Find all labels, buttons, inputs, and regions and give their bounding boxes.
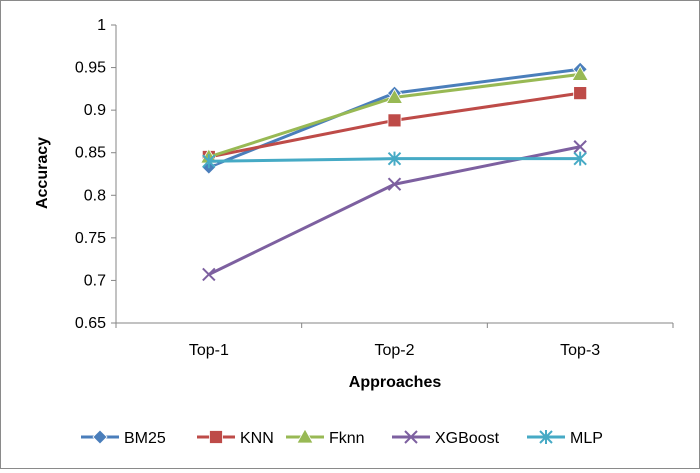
legend-label: KNN <box>240 430 274 447</box>
legend-label: XGBoost <box>435 430 500 447</box>
legend-marker <box>209 430 223 444</box>
legend-item-bm25: BM25 <box>81 429 166 447</box>
x-axis-title: Approaches <box>349 374 442 391</box>
data-point-mlp <box>202 154 216 169</box>
legend-marker <box>539 430 553 444</box>
legend-label: Fknn <box>329 430 365 447</box>
series-layer <box>200 61 589 282</box>
y-tick-label: 0.85 <box>75 145 106 162</box>
y-tick-label: 1 <box>97 17 106 34</box>
series-mlp <box>202 151 587 169</box>
data-point-mlp <box>573 151 587 166</box>
legend-item-fknn: Fknn <box>286 428 365 447</box>
legend-marker <box>296 428 314 444</box>
y-tick-label: 0.95 <box>75 60 106 77</box>
legend-item-knn: KNN <box>197 430 274 447</box>
y-tick-label: 0.9 <box>84 102 106 119</box>
y-tick-label: 0.7 <box>84 272 106 289</box>
y-tick-label: 0.8 <box>84 187 106 204</box>
series-line-xgboost <box>208 145 581 276</box>
y-axis-title: Accuracy <box>34 137 51 209</box>
data-point-fknn <box>385 88 404 104</box>
x-tick-label: Top-1 <box>189 342 229 359</box>
legend-label: BM25 <box>124 430 166 447</box>
legend-marker <box>92 429 108 445</box>
legend-item-mlp: MLP <box>527 430 603 447</box>
data-point-xgboost <box>573 140 587 154</box>
x-tick-label: Top-2 <box>374 342 414 359</box>
axes <box>111 24 674 328</box>
data-point-mlp <box>387 151 402 166</box>
y-tick-label: 0.65 <box>75 315 106 332</box>
data-point-xgboost <box>202 267 216 282</box>
x-tick-label: Top-3 <box>560 342 600 359</box>
data-point-knn <box>387 113 402 128</box>
data-point-knn <box>573 86 588 101</box>
data-point-fknn <box>571 65 589 81</box>
legend: BM25 KNN Fknn XGBoost MLP <box>81 428 603 447</box>
tick-labels: 0.65 0.7 0.75 0.8 0.85 0.9 0.95 1 Top-1 Top-2 Top-… <box>75 17 600 359</box>
y-tick-label: 0.75 <box>75 230 106 247</box>
legend-item-xgboost: XGBoost <box>392 430 500 447</box>
legend-marker <box>404 430 418 444</box>
series-fknn <box>200 65 589 164</box>
legend-label: MLP <box>570 430 603 447</box>
data-point-xgboost <box>387 177 402 191</box>
